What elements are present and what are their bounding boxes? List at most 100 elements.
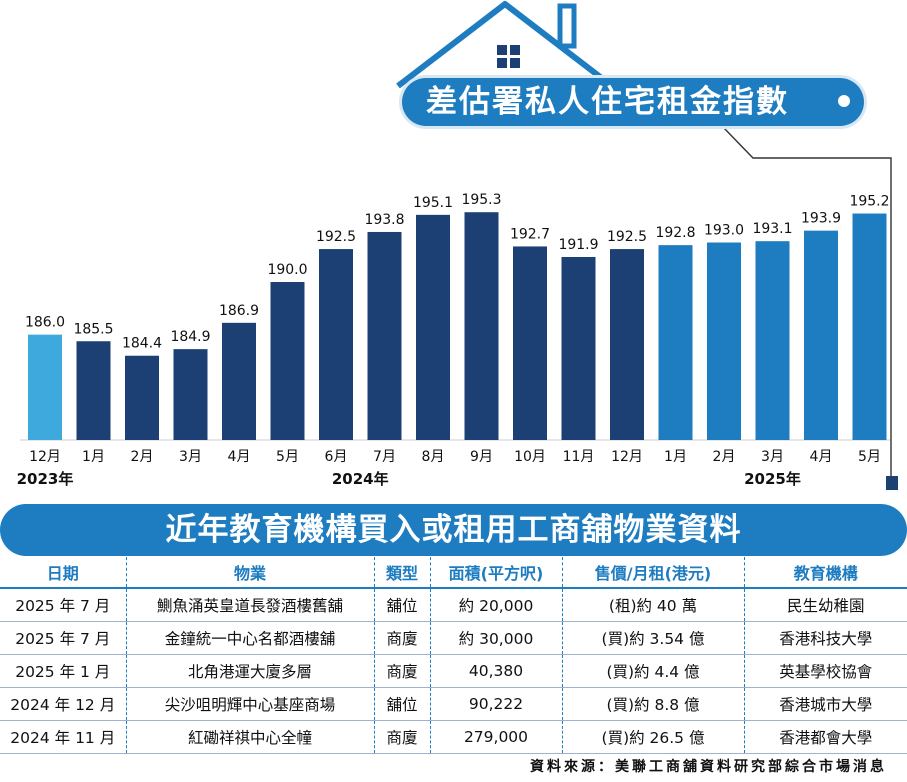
- table-row: 2025 年 1 月 北角港運大廈多層 商廈 40,380 (買)約 4.4 億…: [0, 654, 907, 688]
- header-price: 售價/月租(港元): [561, 557, 744, 589]
- x-tick-label-10: 10月: [514, 449, 546, 465]
- bar-13: [658, 245, 693, 440]
- table-row: 2025 年 7 月 金鐘統一中心名都酒樓舖 商廈 約 30,000 (買)約 …: [0, 621, 907, 655]
- bar-9: [464, 212, 499, 440]
- bar-3: [173, 349, 208, 440]
- cell-price: (買)約 3.54 億: [561, 621, 744, 655]
- bar-2: [125, 355, 159, 440]
- x-tick-label-2: 2月: [131, 449, 154, 465]
- cell-date: 2025 年 7 月: [0, 588, 126, 622]
- table-row: 2024 年 12 月 尖沙咀明輝中心基座商場 舖位 90,222 (買)約 8…: [0, 687, 907, 721]
- cell-property: 北角港運大廈多層: [125, 654, 374, 688]
- table-title: 近年教育機構買入或租用工商舖物業資料: [165, 512, 742, 548]
- x-tick-label-12: 12月: [611, 449, 643, 465]
- value-label-9: 195.3: [461, 192, 501, 208]
- value-label-10: 192.7: [510, 226, 550, 242]
- value-label-13: 192.8: [655, 225, 695, 241]
- bar-16: [804, 230, 838, 440]
- x-tick-label-0: 12月: [29, 449, 61, 465]
- bar-1: [76, 341, 111, 440]
- cell-date: 2024 年 11 月: [0, 720, 126, 754]
- dot-icon: [838, 95, 850, 107]
- cell-area: 279,000: [429, 720, 562, 754]
- cell-type: 商廈: [373, 720, 430, 754]
- rent-index-chart: 186.0 185.5 184.4 184.9 186.9 190.0 192.5 193.8…: [17, 1, 898, 490]
- value-label-17: 195.2: [849, 194, 889, 210]
- header-type: 類型: [373, 557, 430, 589]
- bar-14: [707, 242, 741, 440]
- chart-title-pill: 差估署私人住宅租金指數: [402, 78, 864, 126]
- bar-17: [852, 213, 887, 440]
- header-institution: 教育機構: [743, 557, 907, 589]
- cell-property: 金鐘統一中心名都酒樓舖: [125, 621, 374, 655]
- header-property: 物業: [125, 557, 374, 589]
- cell-property: 紅磡祥祺中心全幢: [125, 720, 374, 754]
- cell-institution: 香港都會大學: [743, 720, 907, 754]
- header-area: 面積(平方呎): [429, 557, 562, 589]
- bar-12: [610, 249, 644, 440]
- x-tick-label-7: 7月: [373, 449, 396, 465]
- cell-price: (買)約 4.4 億: [561, 654, 744, 688]
- bar-10: [513, 246, 547, 440]
- chart-title: 差估署私人住宅租金指數: [426, 84, 789, 120]
- value-label-5: 190.0: [267, 262, 307, 278]
- cell-institution: 民生幼稚園: [743, 588, 907, 622]
- cell-property: 鰂魚涌英皇道長發酒樓舊舖: [125, 588, 374, 622]
- value-label-15: 193.1: [752, 221, 792, 237]
- chimney-icon: [557, 3, 577, 49]
- x-tick-label-15: 3月: [761, 449, 784, 465]
- table-title-banner: 近年教育機構買入或租用工商舖物業資料: [0, 504, 907, 556]
- bar-8: [416, 214, 450, 440]
- value-label-3: 184.9: [170, 329, 210, 345]
- x-tick-label-3: 3月: [179, 449, 202, 465]
- cell-type: 商廈: [373, 621, 430, 655]
- x-tick-label-4: 4月: [228, 449, 251, 465]
- bar-6: [319, 249, 353, 440]
- x-tick-label-17: 5月: [858, 449, 881, 465]
- value-label-11: 191.9: [558, 237, 598, 253]
- x-tick-label-6: 6月: [325, 449, 348, 465]
- x-tick-label-9: 9月: [470, 449, 493, 465]
- source-note: 資料來源：美聯工商舖資料研究部綜合市場消息: [530, 759, 887, 775]
- cell-institution: 英基學校協會: [743, 654, 907, 688]
- value-label-8: 195.1: [413, 195, 453, 211]
- value-label-1: 185.5: [73, 321, 113, 337]
- cell-price: (買)約 8.8 億: [561, 687, 744, 721]
- cell-area: 約 20,000: [429, 588, 562, 622]
- year-label-1: 2024年: [332, 470, 389, 488]
- bar-0: [28, 334, 62, 440]
- x-tick-label-5: 5月: [276, 449, 299, 465]
- header-date: 日期: [0, 557, 126, 589]
- education-property-table: 日期 物業 類型 面積(平方呎) 售價/月租(港元) 教育機構 2025 年 7…: [0, 557, 907, 754]
- bar-5: [270, 282, 305, 440]
- x-tick-label-16: 4月: [810, 449, 833, 465]
- x-tick-label-11: 11月: [563, 449, 595, 465]
- x-tick-label-1: 1月: [82, 449, 105, 465]
- cell-price: (租)約 40 萬: [561, 588, 744, 622]
- connector-end-marker: [886, 476, 898, 490]
- table-header-row: 日期 物業 類型 面積(平方呎) 售價/月租(港元) 教育機構: [0, 557, 907, 589]
- year-label-2: 2025年: [744, 470, 801, 488]
- table-row: 2024 年 11 月 紅磡祥祺中心全幢 商廈 279,000 (買)約 26.…: [0, 720, 907, 754]
- bar-11: [561, 256, 596, 440]
- cell-type: 舖位: [373, 687, 430, 721]
- connector-line: [722, 126, 892, 480]
- cell-date: 2025 年 1 月: [0, 654, 126, 688]
- x-tick-label-13: 1月: [664, 449, 687, 465]
- value-label-7: 193.8: [364, 212, 404, 228]
- value-label-2: 184.4: [122, 336, 162, 352]
- value-label-4: 186.9: [219, 303, 259, 319]
- cell-area: 約 30,000: [429, 621, 562, 655]
- value-label-16: 193.9: [801, 211, 841, 227]
- house-roof-icon: [396, 1, 614, 89]
- year-label-0: 2023年: [17, 470, 74, 488]
- bar-7: [367, 231, 402, 440]
- value-label-6: 192.5: [316, 229, 356, 245]
- cell-date: 2024 年 12 月: [0, 687, 126, 721]
- x-tick-label-8: 8月: [422, 449, 445, 465]
- cell-type: 商廈: [373, 654, 430, 688]
- table-row: 2025 年 7 月 鰂魚涌英皇道長發酒樓舊舖 舖位 約 20,000 (租)約…: [0, 588, 907, 622]
- cell-date: 2025 年 7 月: [0, 621, 126, 655]
- cell-area: 90,222: [429, 687, 562, 721]
- value-label-14: 193.0: [704, 223, 744, 239]
